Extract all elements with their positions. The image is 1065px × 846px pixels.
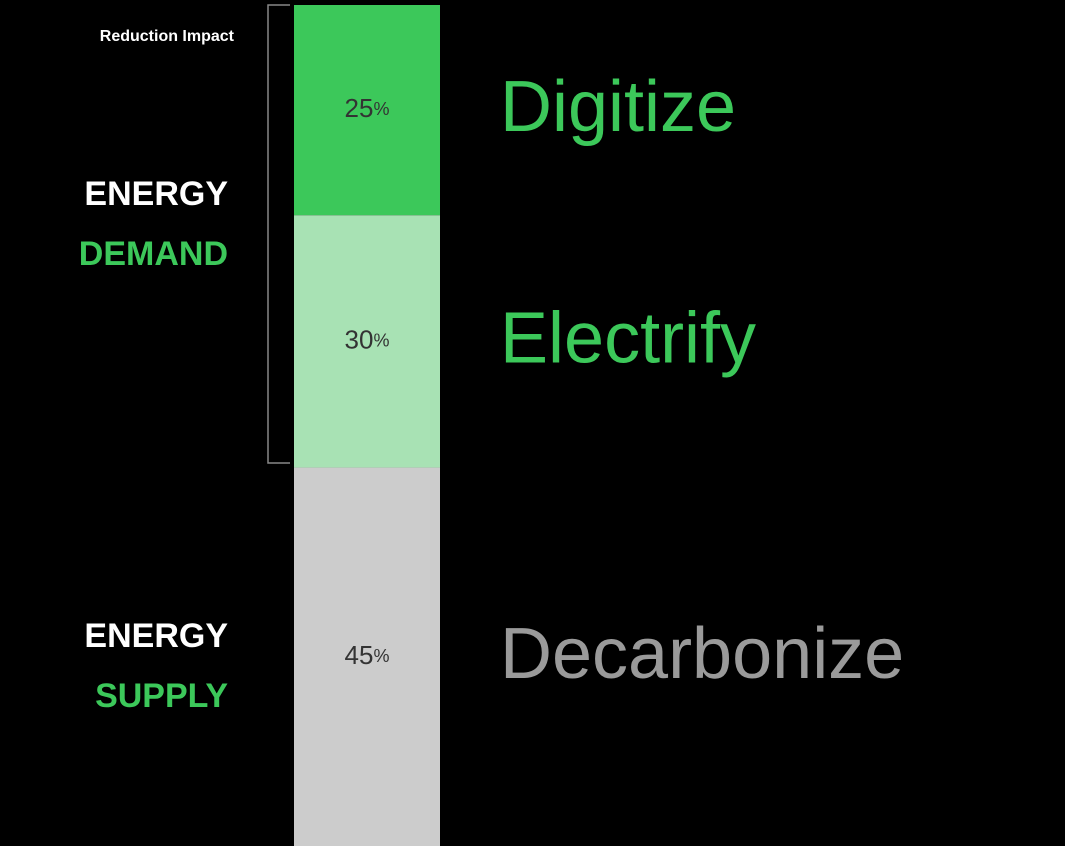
bar-segment (294, 467, 440, 846)
segment-name: Decarbonize (500, 614, 904, 694)
bracket (267, 4, 290, 464)
annotation: Reduction Impact (100, 28, 235, 45)
value-label: 25% (345, 93, 390, 123)
bar-segment (294, 5, 440, 216)
group-label: SUPPLY (95, 677, 228, 715)
bar-segment (294, 215, 440, 468)
segment-name: Electrify (500, 298, 756, 378)
group-label: ENERGY (84, 175, 228, 213)
group-label: DEMAND (79, 235, 228, 273)
group-label: ENERGY (84, 617, 228, 655)
segment-name: Digitize (500, 67, 736, 147)
value-label: 30% (345, 324, 390, 354)
value-label: 45% (345, 640, 390, 670)
